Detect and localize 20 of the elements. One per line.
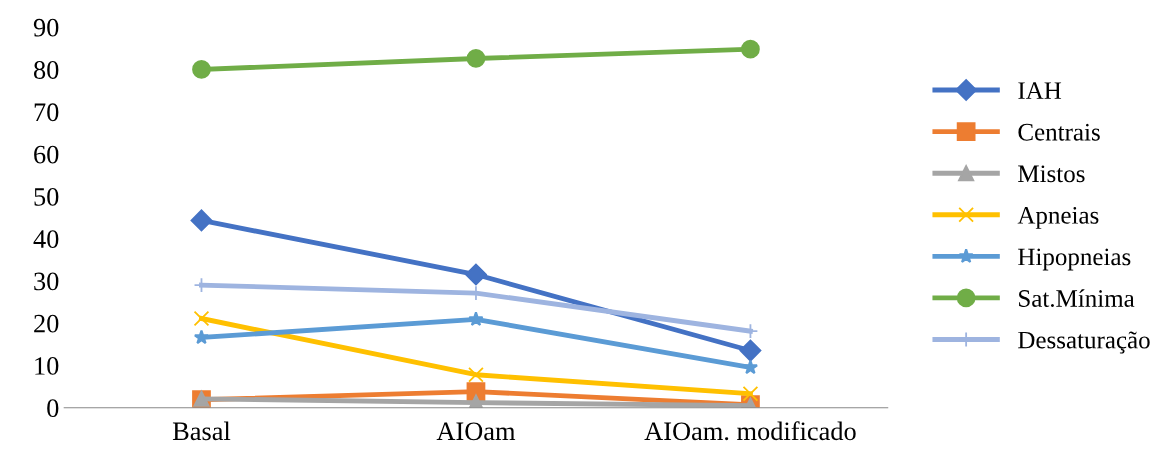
legend-label: Mistos [1018, 165, 1085, 183]
x-tick-label: Basal [172, 421, 231, 441]
y-tick-label: 40 [33, 230, 59, 248]
y-tick-label: 80 [34, 61, 59, 79]
legend-label: IAH [1018, 82, 1062, 99]
y-tick-label: 90 [33, 18, 59, 37]
legend-label: Sat.Mínima [1019, 289, 1135, 308]
x-tick-label: AIOam [436, 422, 516, 441]
y-tick-label: 0 [47, 399, 59, 418]
legend-label: Centrais [1018, 123, 1100, 141]
legend-label: Apneias [1017, 206, 1099, 229]
x-tick-label: AIOam. modificado [644, 421, 856, 441]
legend-label: Dessaturação [1018, 331, 1150, 354]
legend-label: Hipopneias [1018, 248, 1131, 271]
y-tick-label: 10 [35, 357, 59, 375]
y-tick-label: 60 [34, 145, 59, 164]
y-tick-label: 30 [34, 272, 59, 291]
y-tick-label: 20 [34, 314, 59, 333]
y-tick-label: 70 [34, 103, 59, 122]
y-tick-label: 50 [34, 187, 59, 206]
